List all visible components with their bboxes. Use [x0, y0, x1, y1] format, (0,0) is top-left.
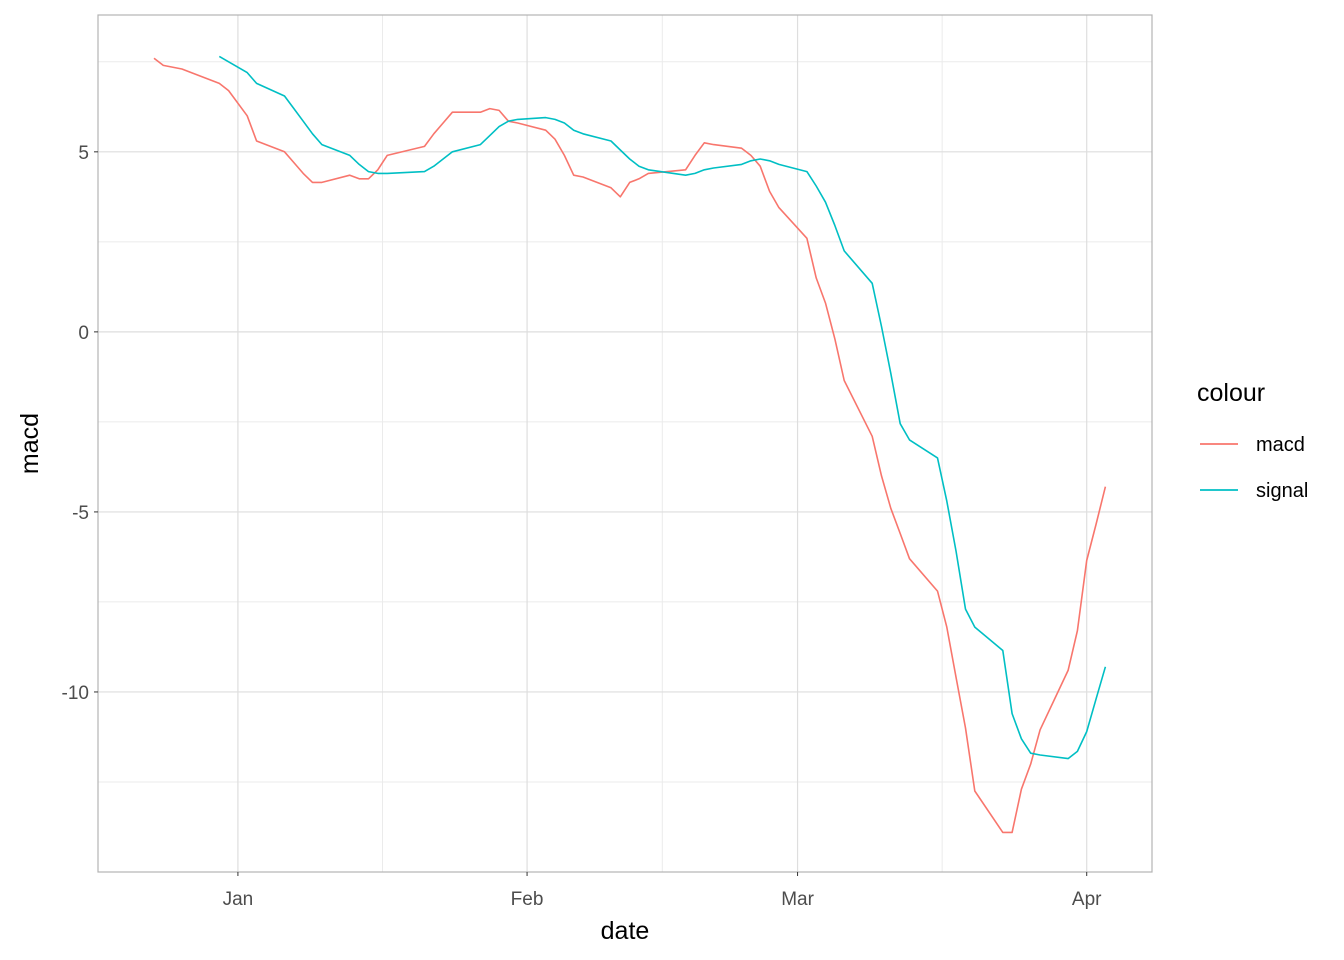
y-tick-label: -5 [72, 503, 89, 524]
series-line-macd [153, 57, 1107, 834]
legend-items: macd signal [1200, 434, 1308, 502]
series-line-signal [218, 55, 1107, 760]
y-tick-label: 0 [78, 323, 89, 344]
legend-label-macd: macd [1256, 434, 1305, 456]
x-tick-label: Apr [1072, 889, 1102, 910]
x-tick-label: Feb [511, 889, 544, 910]
grid-lines [98, 15, 1152, 872]
legend: colour macd signal [1197, 379, 1308, 502]
x-axis-title: date [601, 917, 650, 945]
plot-panel-border [97, 14, 1153, 873]
legend-title: colour [1197, 379, 1265, 407]
x-tick-label: Jan [223, 889, 254, 910]
series-lines [153, 55, 1107, 834]
y-tick-label: -10 [62, 683, 89, 704]
x-axis-ticks: Jan Feb Mar Apr [223, 872, 1102, 910]
legend-label-signal: signal [1256, 480, 1308, 502]
x-tick-label: Mar [781, 889, 814, 910]
y-axis-ticks: -10 -5 0 5 [62, 143, 98, 704]
y-axis-title: macd [16, 413, 44, 474]
y-tick-label: 5 [78, 143, 89, 164]
